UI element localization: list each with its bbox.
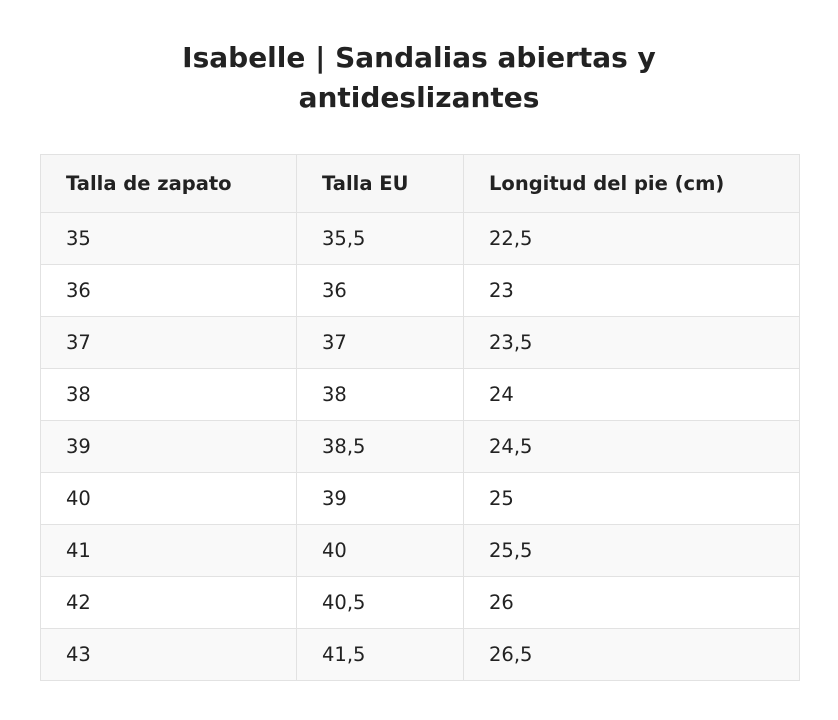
table-row: 36 36 23 <box>40 264 800 317</box>
cell-eu-size: 35,5 <box>296 212 464 265</box>
table-header-row: Talla de zapato Talla EU Longitud del pi… <box>40 154 800 213</box>
table-row: 43 41,5 26,5 <box>40 628 800 681</box>
cell-foot-length: 22,5 <box>463 212 800 265</box>
cell-foot-length: 23 <box>463 264 800 317</box>
cell-foot-length: 24 <box>463 368 800 421</box>
cell-shoe-size: 36 <box>40 264 297 317</box>
cell-eu-size: 38 <box>296 368 464 421</box>
cell-shoe-size: 38 <box>40 368 297 421</box>
cell-eu-size: 37 <box>296 316 464 369</box>
cell-eu-size: 40,5 <box>296 576 464 629</box>
cell-foot-length: 25 <box>463 472 800 525</box>
table-row: 38 38 24 <box>40 368 800 421</box>
cell-shoe-size: 43 <box>40 628 297 681</box>
cell-eu-size: 36 <box>296 264 464 317</box>
column-header-eu-size: Talla EU <box>296 154 464 213</box>
table-row: 40 39 25 <box>40 472 800 525</box>
cell-eu-size: 41,5 <box>296 628 464 681</box>
table-row: 37 37 23,5 <box>40 316 800 369</box>
cell-foot-length: 26,5 <box>463 628 800 681</box>
page-title-line-1: Isabelle | Sandalias abiertas y <box>182 41 656 74</box>
cell-foot-length: 24,5 <box>463 420 800 473</box>
cell-foot-length: 25,5 <box>463 524 800 577</box>
table-row: 39 38,5 24,5 <box>40 420 800 473</box>
column-header-foot-length: Longitud del pie (cm) <box>463 154 800 213</box>
table-row: 35 35,5 22,5 <box>40 212 800 265</box>
cell-shoe-size: 42 <box>40 576 297 629</box>
size-chart-table: Talla de zapato Talla EU Longitud del pi… <box>40 154 800 681</box>
page-title: Isabelle | Sandalias abiertas y antidesli… <box>40 38 798 118</box>
cell-eu-size: 40 <box>296 524 464 577</box>
cell-foot-length: 23,5 <box>463 316 800 369</box>
cell-shoe-size: 41 <box>40 524 297 577</box>
page-title-line-2: antideslizantes <box>298 81 540 114</box>
cell-eu-size: 39 <box>296 472 464 525</box>
cell-shoe-size: 35 <box>40 212 297 265</box>
cell-shoe-size: 40 <box>40 472 297 525</box>
table-body: 35 35,5 22,5 36 36 23 37 37 23,5 38 38 2… <box>40 212 800 681</box>
table-row: 42 40,5 26 <box>40 576 800 629</box>
table-row: 41 40 25,5 <box>40 524 800 577</box>
cell-shoe-size: 39 <box>40 420 297 473</box>
cell-eu-size: 38,5 <box>296 420 464 473</box>
cell-foot-length: 26 <box>463 576 800 629</box>
column-header-shoe-size: Talla de zapato <box>40 154 297 213</box>
cell-shoe-size: 37 <box>40 316 297 369</box>
table-header: Talla de zapato Talla EU Longitud del pi… <box>40 154 800 213</box>
